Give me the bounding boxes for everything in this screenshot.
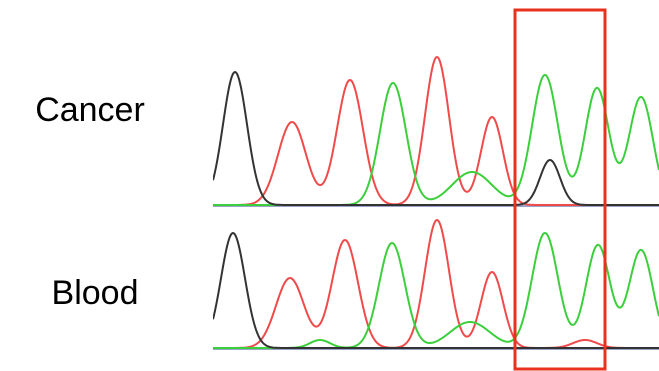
- chromatogram-figure: Cancer Blood: [0, 0, 659, 371]
- page: {"labels": {"top": "Cancer", "bottom": "…: [0, 0, 659, 371]
- base-trace: [213, 233, 659, 348]
- base-trace: [213, 233, 659, 348]
- blood-trace: [213, 220, 659, 349]
- base-trace: [213, 75, 659, 205]
- cancer-trace: [213, 57, 659, 206]
- base-trace: [213, 220, 659, 348]
- base-trace: [213, 57, 659, 205]
- highlight-box: [515, 10, 605, 369]
- sample-label: Blood: [52, 274, 139, 312]
- sample-label: Cancer: [35, 91, 145, 129]
- base-trace: [213, 72, 659, 205]
